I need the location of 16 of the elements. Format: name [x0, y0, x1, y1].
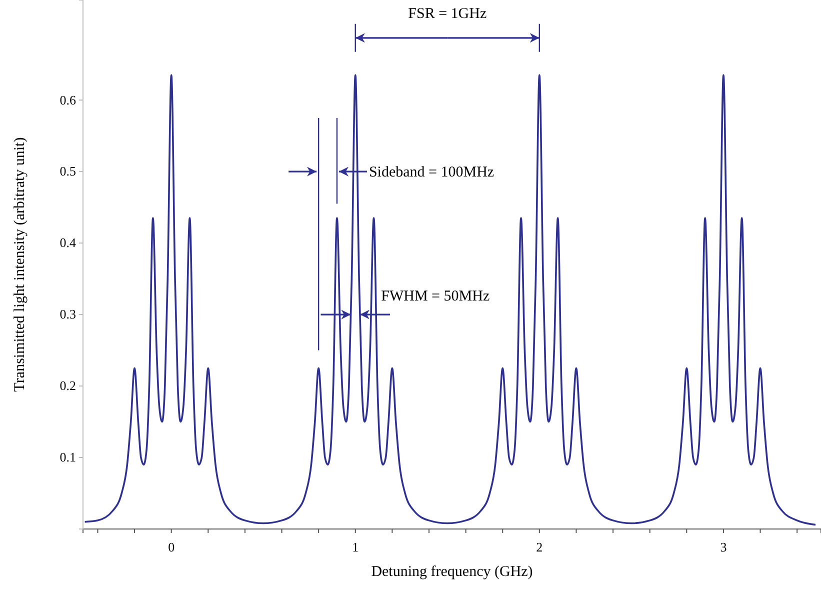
x-axis-title: Detuning frequency (GHz) [371, 564, 533, 580]
y-tick-label: 0.5 [60, 164, 76, 179]
y-tick-label: 0.1 [60, 450, 76, 465]
x-tick-label: 1 [352, 540, 359, 555]
y-tick-label: 0.4 [60, 235, 76, 250]
x-tick-label: 2 [536, 540, 543, 555]
annotation: Sideband = 100MHz [368, 164, 494, 181]
y-tick-label: 0.2 [60, 378, 76, 394]
y-axis-title: Transimitted light intensity (arbitraty unit) [12, 137, 28, 392]
annotation: FSR = 1GHz [408, 6, 487, 22]
x-tick-label: 3 [720, 540, 727, 555]
y-tick-label: 0.3 [60, 306, 76, 322]
line-series [84, 74, 816, 526]
y-tick-label: 0.6 [60, 92, 76, 108]
x-tick-label: 0 [168, 540, 175, 555]
annotation: FWHM = 50MHz [381, 288, 490, 305]
